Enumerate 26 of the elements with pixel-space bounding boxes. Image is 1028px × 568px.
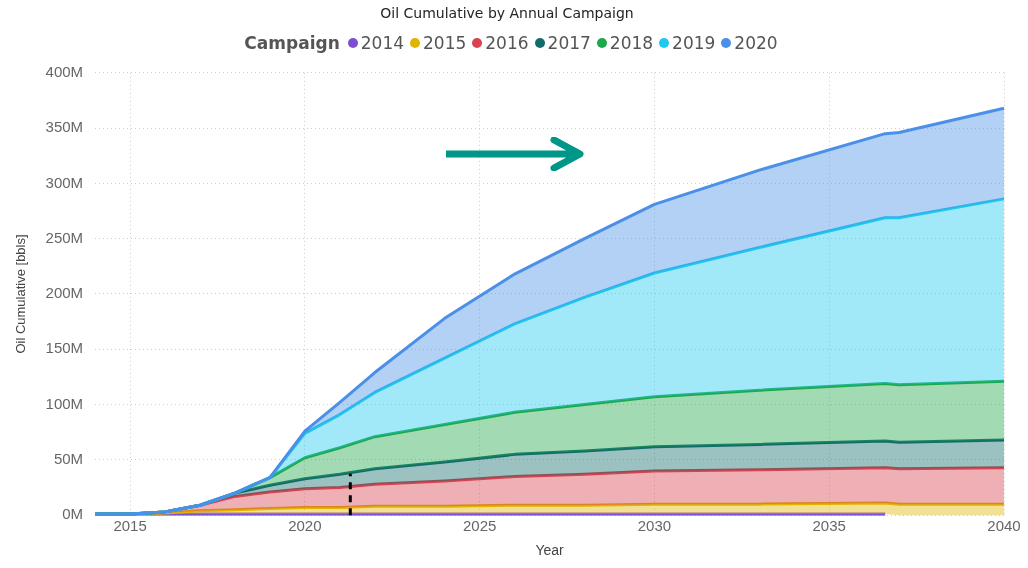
y-tick-label: 150M — [45, 339, 84, 357]
legend-label: 2020 — [734, 33, 778, 53]
legend-label: 2019 — [672, 33, 716, 53]
y-tick-label: 0M — [62, 505, 84, 523]
legend-label: 2015 — [423, 33, 467, 53]
x-axis-title: Year — [535, 542, 565, 559]
y-axis-title: Oil Cumulative [bbls] — [13, 234, 29, 354]
x-tick-label: 2020 — [288, 517, 322, 535]
legend-label: 2016 — [485, 33, 529, 53]
legend-title: Campaign — [244, 33, 340, 53]
legend-label: 2018 — [609, 33, 654, 53]
x-tick-label: 2040 — [987, 517, 1021, 535]
y-tick-label: 200M — [45, 284, 84, 302]
x-tick-label: 2025 — [462, 517, 497, 535]
x-tick-label: 2030 — [637, 517, 672, 535]
y-tick-label: 300M — [45, 173, 84, 191]
legend-label: 2017 — [547, 33, 591, 53]
x-tick-label: 2015 — [113, 517, 147, 535]
y-tick-label: 250M — [45, 228, 84, 246]
y-tick-label: 350M — [45, 118, 84, 136]
y-tick-label: 50M — [53, 450, 84, 468]
legend-label: 2014 — [360, 33, 405, 53]
y-tick-label: 100M — [45, 394, 84, 412]
x-tick-label: 2035 — [812, 517, 846, 535]
chart-title: Oil Cumulative by Annual Campaign — [380, 5, 634, 22]
y-tick-label: 400M — [45, 62, 84, 80]
